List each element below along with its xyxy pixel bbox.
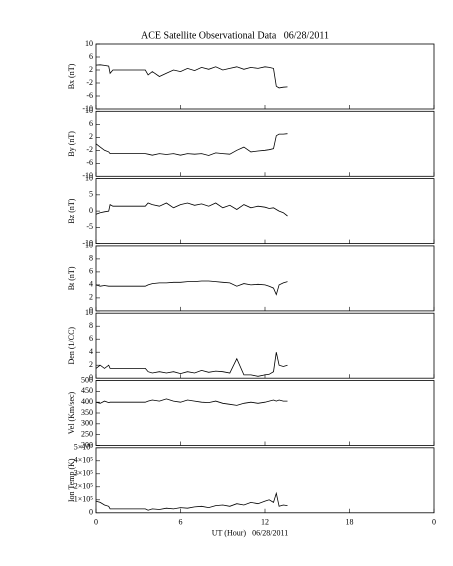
y-tick-label: -2 <box>86 145 93 154</box>
y-tick-label: 10 <box>85 241 93 250</box>
y-tick-label: -6 <box>86 158 93 167</box>
x-tick-label: 0 <box>94 518 98 527</box>
x-tick-label: 12 <box>261 518 269 527</box>
x-tick-label: 18 <box>346 518 354 527</box>
panel-frame <box>95 110 435 177</box>
y-tick-label: -10 <box>82 104 93 113</box>
panel-frame <box>95 43 435 110</box>
y-axis-label: Bt (nT) <box>67 266 76 290</box>
y-tick-label: -6 <box>86 91 93 100</box>
y-tick-label: -2 <box>86 78 93 87</box>
y-tick-label: 6 <box>89 52 93 61</box>
y-tick-label: 1×10⁵ <box>74 495 94 504</box>
y-tick-label: 0 <box>89 373 93 382</box>
data-line <box>95 202 288 217</box>
y-tick-label: 450 <box>81 386 93 395</box>
y-tick-label: 2 <box>89 65 93 74</box>
y-tick-label: 8 <box>89 254 93 263</box>
y-tick-label: 5 <box>89 190 93 199</box>
y-tick-label: 200 <box>81 440 93 449</box>
y-tick-label: 400 <box>81 397 93 406</box>
y-tick-label: 500 <box>81 375 93 384</box>
panel-frame <box>95 447 435 514</box>
panel-frame <box>95 380 435 446</box>
y-tick-label: 10 <box>85 39 93 48</box>
y-tick-label: -5 <box>86 222 93 231</box>
chart-title: ACE Satellite Observational Data 06/28/2… <box>141 30 329 41</box>
y-tick-label: 0 <box>89 508 93 517</box>
y-tick-label: 2 <box>89 132 93 141</box>
y-tick-label: 0 <box>89 206 93 215</box>
y-axis-label: Bz (nT) <box>67 198 76 223</box>
y-tick-label: 4 <box>89 280 93 289</box>
y-axis-label: By (nT) <box>67 131 76 157</box>
y-tick-label: -10 <box>82 171 93 180</box>
y-tick-label: 2 <box>89 293 93 302</box>
x-tick-label: 0 <box>432 518 436 527</box>
data-line <box>95 133 288 156</box>
y-tick-label: -10 <box>82 238 93 247</box>
y-axis-label: Bx (nT) <box>67 63 76 89</box>
y-tick-label: 10 <box>85 173 93 182</box>
data-line <box>95 64 288 89</box>
y-tick-label: 10 <box>85 106 93 115</box>
panel-frame <box>95 178 435 245</box>
y-tick-label: 5×10⁵ <box>74 443 94 452</box>
y-tick-label: 0 <box>89 306 93 315</box>
y-tick-label: 6 <box>89 334 93 343</box>
y-axis-label: Den (1/CC) <box>67 327 76 365</box>
y-tick-label: 4×10⁵ <box>74 456 94 465</box>
y-tick-label: 250 <box>81 429 93 438</box>
panel-frame <box>95 312 435 379</box>
y-tick-label: 3×10⁵ <box>74 469 94 478</box>
data-line <box>95 491 288 511</box>
y-tick-label: 350 <box>81 408 93 417</box>
data-line <box>95 398 288 406</box>
data-line <box>95 280 288 296</box>
y-tick-label: 2×10⁵ <box>74 482 94 491</box>
y-tick-label: 2 <box>89 360 93 369</box>
y-tick-label: 10 <box>85 308 93 317</box>
panel-frame <box>95 245 435 312</box>
y-tick-label: 6 <box>89 119 93 128</box>
data-line <box>95 352 288 377</box>
y-axis-label: Ion Temp (K) <box>67 458 76 502</box>
y-tick-label: 300 <box>81 419 93 428</box>
y-tick-label: 8 <box>89 321 93 330</box>
x-axis-label: UT (Hour) 06/28/2011 <box>212 529 288 538</box>
y-axis-label: Vel (Km/sec) <box>67 391 76 434</box>
y-tick-label: 4 <box>89 347 93 356</box>
x-tick-label: 6 <box>179 518 183 527</box>
y-tick-label: 6 <box>89 267 93 276</box>
